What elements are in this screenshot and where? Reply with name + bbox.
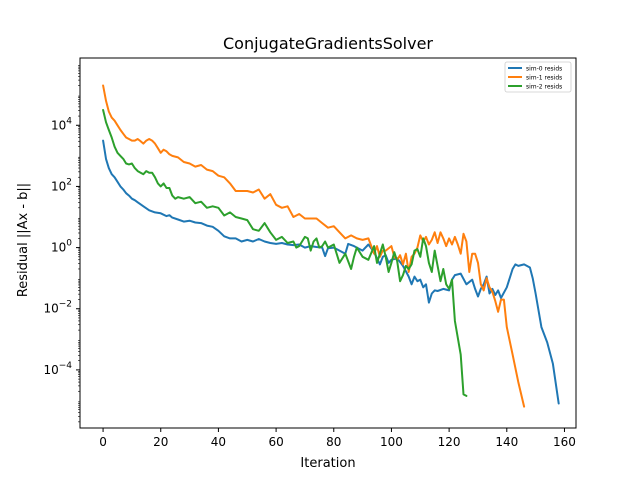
x-tick-label: 40 — [211, 435, 226, 449]
y-axis-label: Residual ||Ax - b|| — [16, 183, 31, 297]
x-tick-label: 160 — [553, 435, 576, 449]
series-lines — [102, 84, 560, 408]
x-axis-label: Iteration — [300, 456, 355, 471]
x-tick-label: 0 — [99, 435, 107, 449]
legend-label-1: sim-1 resids — [526, 75, 562, 82]
y-tick-label: 100 — [51, 239, 72, 255]
legend-label-0: sim-0 resids — [526, 66, 562, 73]
series-line-2 — [102, 109, 468, 397]
x-tick-label: 60 — [268, 435, 283, 449]
y-tick-label: 102 — [51, 177, 72, 193]
chart-title: ConjugateGradientsSolver — [223, 34, 433, 53]
axis-ticks: 0 20 40 60 80 100 120 140 160 104 102 100 10−2 10−4 — [43, 65, 576, 449]
y-tick-label: 104 — [51, 116, 72, 132]
y-tick-label: 10−2 — [43, 300, 72, 316]
series-line-1 — [102, 84, 526, 408]
plot-frame — [79, 57, 577, 429]
x-tick-label: 80 — [326, 435, 341, 449]
legend-box — [504, 61, 572, 93]
x-tick-label: 120 — [438, 435, 461, 449]
legend: sim-0 resids sim-1 resids sim-2 resids — [504, 61, 572, 93]
x-tick-label: 100 — [380, 435, 403, 449]
legend-label-2: sim-2 resids — [526, 84, 562, 91]
x-tick-label: 20 — [153, 435, 168, 449]
x-tick-label: 140 — [495, 435, 518, 449]
y-tick-label: 10−4 — [43, 361, 72, 377]
